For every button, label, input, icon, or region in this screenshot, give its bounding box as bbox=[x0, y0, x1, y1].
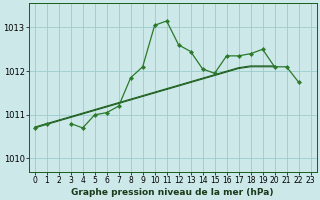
X-axis label: Graphe pression niveau de la mer (hPa): Graphe pression niveau de la mer (hPa) bbox=[71, 188, 274, 197]
